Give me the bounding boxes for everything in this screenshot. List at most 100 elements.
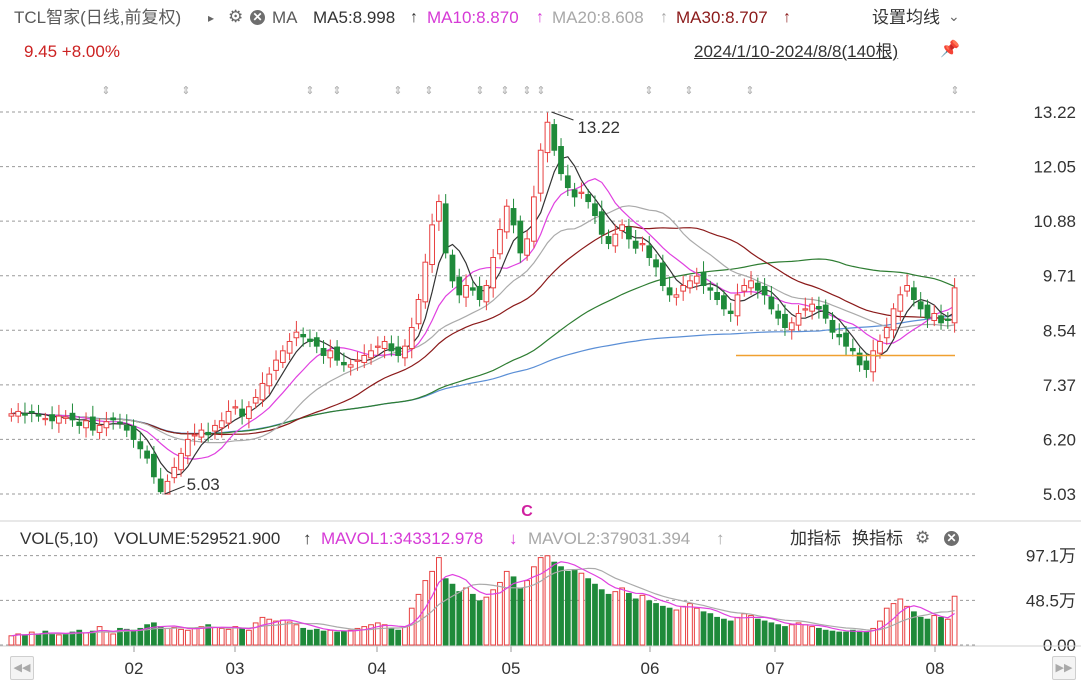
candle-body[interactable] [585, 194, 592, 203]
volume-bar[interactable] [863, 631, 870, 646]
volume-bar[interactable] [205, 624, 212, 646]
volume-bar[interactable] [911, 611, 917, 646]
volume-bar[interactable] [69, 631, 76, 646]
candle-body[interactable] [252, 396, 259, 404]
candle-body[interactable] [279, 350, 286, 363]
candle-body[interactable] [843, 332, 849, 347]
volume-bar[interactable] [178, 628, 184, 646]
candle-body[interactable] [544, 121, 551, 154]
candle-body[interactable] [69, 412, 76, 421]
candle-body[interactable] [218, 420, 225, 429]
volume-bar[interactable] [117, 627, 123, 646]
candle-body[interactable] [449, 254, 456, 282]
volume-bar[interactable] [293, 624, 300, 646]
candle-body[interactable] [877, 340, 883, 354]
candle-body[interactable] [700, 271, 707, 287]
candle-body[interactable] [883, 326, 890, 339]
volume-bar[interactable] [313, 628, 320, 646]
add-indicator-button[interactable]: 加指标 [790, 529, 841, 548]
volume-bar[interactable] [374, 622, 381, 646]
volume-bar[interactable] [917, 616, 924, 646]
volume-bar[interactable] [76, 629, 83, 646]
candle-body[interactable] [897, 294, 904, 312]
candle-body[interactable] [510, 208, 517, 226]
candle-body[interactable] [639, 243, 646, 246]
stock-title[interactable]: TCL智家(日线,前复权) [14, 8, 182, 27]
volume-bar[interactable] [497, 581, 503, 646]
volume-bar[interactable] [768, 622, 775, 646]
event-icon[interactable]: ⇕ [644, 84, 653, 97]
candle-body[interactable] [911, 287, 917, 301]
event-icon[interactable]: ⇕ [101, 84, 110, 97]
candle-body[interactable] [28, 410, 35, 414]
candle-body[interactable] [307, 338, 313, 342]
candle-body[interactable] [646, 245, 653, 259]
volume-bar[interactable] [544, 555, 551, 646]
candle-body[interactable] [62, 416, 69, 419]
event-marker[interactable]: C [521, 503, 533, 520]
candle-body[interactable] [35, 414, 42, 417]
volume-bar[interactable] [816, 627, 822, 646]
event-icon[interactable]: ⇕ [332, 84, 341, 97]
indicator-settings-gear-icon[interactable]: ⚙ [915, 528, 931, 547]
candle-body[interactable] [748, 280, 754, 289]
volume-bar[interactable] [802, 624, 809, 646]
candle-body[interactable] [666, 287, 673, 296]
volume-bar[interactable] [680, 605, 687, 646]
event-icon[interactable]: ⇕ [181, 84, 190, 97]
volume-bar[interactable] [252, 622, 259, 646]
candle-body[interactable] [816, 305, 822, 310]
candle-body[interactable] [673, 294, 680, 298]
mavol2-line[interactable] [11, 567, 955, 637]
event-icon[interactable]: ⇕ [500, 84, 509, 97]
candle-body[interactable] [687, 280, 693, 289]
volume-bar[interactable] [22, 634, 28, 646]
volume-bar[interactable] [307, 629, 313, 646]
volume-bar[interactable] [225, 628, 232, 646]
volume-bar[interactable] [212, 627, 218, 646]
volume-bar[interactable] [273, 620, 279, 646]
event-icon[interactable]: ⇕ [522, 84, 531, 97]
volume-bar[interactable] [721, 618, 727, 646]
volume-bar[interactable] [388, 627, 395, 646]
candle-body[interactable] [863, 360, 870, 370]
volume-bar[interactable] [761, 620, 768, 646]
candle-body[interactable] [612, 233, 619, 247]
volume-bar[interactable] [422, 580, 429, 646]
candle-body[interactable] [707, 287, 714, 291]
event-icon[interactable]: ⇕ [475, 84, 484, 97]
candle-body[interactable] [693, 275, 700, 284]
volume-bar[interactable] [239, 627, 245, 646]
candle-body[interactable] [313, 337, 320, 347]
ma-close-icon[interactable]: ✕ [250, 10, 265, 25]
candle-body[interactable] [374, 345, 381, 348]
candle-body[interactable] [388, 343, 395, 352]
candle-body[interactable] [917, 301, 924, 310]
volume-bar[interactable] [232, 626, 239, 646]
candle-body[interactable] [836, 333, 843, 338]
volume-bar[interactable] [510, 576, 517, 646]
volume-bar[interactable] [856, 630, 863, 646]
candle-body[interactable] [42, 417, 49, 421]
candle-body[interactable] [164, 480, 171, 495]
candle-body[interactable] [130, 425, 137, 440]
candle-body[interactable] [96, 424, 103, 433]
candle-body[interactable] [822, 304, 829, 319]
candle-body[interactable] [734, 294, 741, 317]
candle-body[interactable] [761, 285, 768, 296]
volume-bar[interactable] [300, 627, 307, 646]
volume-bar[interactable] [707, 613, 714, 646]
volume-bar[interactable] [809, 626, 815, 646]
candle-body[interactable] [191, 434, 198, 437]
candle-body[interactable] [15, 410, 22, 417]
candle-body[interactable] [775, 310, 782, 319]
candle-body[interactable] [368, 350, 374, 359]
volume-bar[interactable] [836, 631, 843, 646]
event-icon[interactable]: ⇕ [393, 84, 402, 97]
volume-bar[interactable] [184, 629, 191, 646]
volume-bar[interactable] [626, 592, 632, 646]
candle-body[interactable] [904, 285, 910, 292]
candle-body[interactable] [49, 414, 55, 422]
candle-body[interactable] [598, 211, 605, 235]
